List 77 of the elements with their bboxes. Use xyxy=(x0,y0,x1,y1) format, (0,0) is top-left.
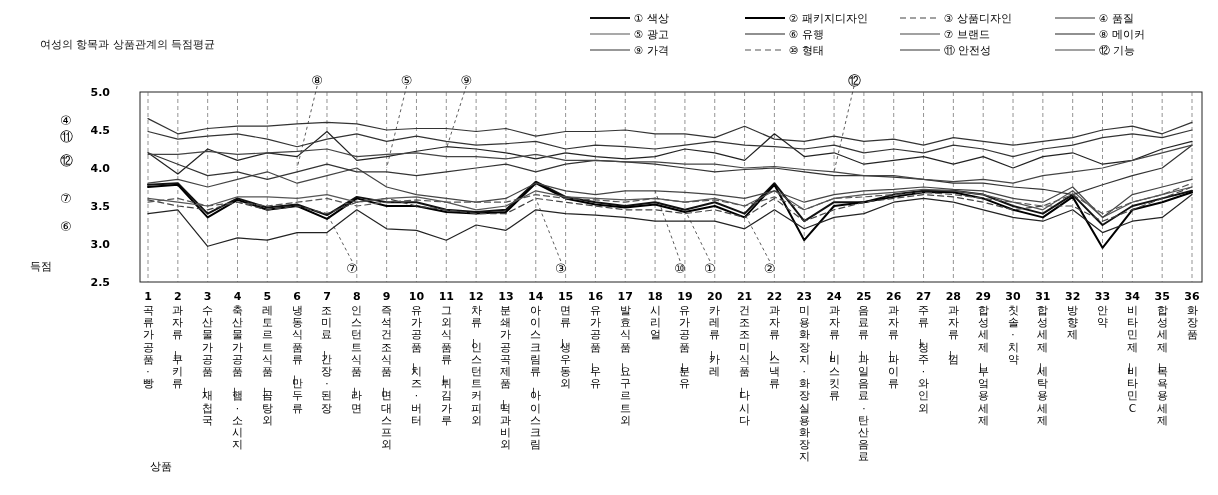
category-label: 31 합성세제—세탁용세제 xyxy=(1035,290,1051,426)
x-tick-label: 33 안약 xyxy=(1094,290,1111,329)
annotation: ② xyxy=(763,260,776,276)
line-series xyxy=(147,182,1193,249)
category-label: 11 그외식품류—튀김가루 xyxy=(438,290,454,426)
legend-label: ⑧ 메이커 xyxy=(1099,27,1145,40)
text: 상품 xyxy=(150,460,172,473)
category-label: 8 인스턴트식품—라면 xyxy=(349,290,363,414)
category-label: 21 건조조미식품—다시다 xyxy=(736,290,753,426)
category-label: 29 합성세제—부엌용세제 xyxy=(975,290,991,426)
x-tick-label: 30 칫솔·치약 xyxy=(1005,290,1022,365)
category-label: 4 축산물가공품—햄·소시지 xyxy=(230,290,243,451)
y-tick-label: 3.5 xyxy=(90,199,110,213)
category-label: 23 미용화장지·화장실용화장지 xyxy=(796,290,812,463)
text: ⑪ xyxy=(60,128,73,144)
x-tick-label: 1 곡류가공품·빵 xyxy=(142,290,154,390)
x-tick-label: 16 유가공품—우유 xyxy=(587,290,604,390)
legend-label: ⑫ 기능 xyxy=(1099,43,1136,56)
chart-title: 여성의 항목과 상품관계의 득점평균 xyxy=(40,38,216,51)
category-label: 9 즉석건조식품—면대스프외 xyxy=(379,290,393,451)
annotation: ⑦ xyxy=(346,260,358,276)
line-series xyxy=(147,180,1193,226)
annotation: ⑩ xyxy=(674,260,686,276)
line-series xyxy=(147,144,1193,184)
x-tick-label: 20 카레류—카레 xyxy=(707,290,723,377)
category-label: 6 냉동식품류—만두류 xyxy=(289,290,303,414)
annotation: ⑨ xyxy=(460,72,473,88)
category-label: 27 주류—청주·와인외 xyxy=(915,290,932,414)
legend-label: ② 패키지디자인 xyxy=(789,11,868,24)
y-tick-label: 5.0 xyxy=(90,85,111,99)
x-tick-label: 15 면류—생우동외 xyxy=(557,290,574,390)
legend-label: ⑪ 안전성 xyxy=(944,43,992,56)
category-label: 35 합성세제—목욕용세제 xyxy=(1154,290,1170,426)
x-tick-label: 18 시리얼 xyxy=(647,290,663,341)
text: ⑦ xyxy=(60,190,72,206)
x-tick-label: 2 과자류—쿠키류 xyxy=(170,290,184,390)
text: ⑫ xyxy=(60,152,73,168)
text: ④ xyxy=(60,112,72,128)
x-tick-label: 26 과자류—파이류 xyxy=(886,290,902,390)
category-label: 10 유가공품—치즈·버터 xyxy=(408,290,425,426)
annotation: ① xyxy=(704,260,716,276)
legend-label: ⑨ 가격 xyxy=(634,43,669,56)
legend-label: ⑥ 유행 xyxy=(789,27,824,40)
category-label: 24 과자류—비스킷류 xyxy=(826,290,842,402)
annotation: ⑫ xyxy=(847,72,861,88)
legend-label: ⑤ 광고 xyxy=(634,27,669,40)
annotation: ③ xyxy=(554,260,567,276)
legend-label: ⑩ 형태 xyxy=(789,43,824,56)
x-tick-label: 22 과자류—스낵류 xyxy=(766,290,783,390)
category-label: 17 발효식품—요구르트외 xyxy=(617,290,633,426)
annotation: ⑧ xyxy=(311,72,323,88)
category-label: 7 조미료—간장·된장 xyxy=(319,290,333,414)
y-tick-label: 2.5 xyxy=(90,275,110,289)
category-label: 3 수산물가공품—재첩국 xyxy=(200,290,214,426)
category-label: 14 아이스크림류—아이스크림 xyxy=(528,290,544,451)
line-series xyxy=(147,194,1193,247)
y-tick-label: 3.0 xyxy=(90,237,111,251)
y-tick-label: 4.5 xyxy=(90,123,110,137)
legend-label: ⑦ 브랜드 xyxy=(944,27,990,40)
line-series xyxy=(147,144,1193,196)
x-tick-label: 36 화장품 xyxy=(1184,290,1200,341)
y-axis-title: 득점 xyxy=(30,260,52,273)
annotation: ⑤ xyxy=(400,72,413,88)
text: ⑥ xyxy=(60,218,72,234)
x-tick-label: 19 유가공품—분유 xyxy=(677,290,693,390)
line-series xyxy=(147,167,1193,218)
category-label: 13 분쇄가공곡제품—떡과비외 xyxy=(498,290,514,451)
category-label: 12 차류—인스턴트커피외 xyxy=(468,290,484,426)
legend-label: ④ 품질 xyxy=(1099,11,1134,24)
category-label: 5 레토르트식품—곰탕외 xyxy=(260,290,273,426)
category-label: 34 비타민제—비타민C xyxy=(1124,290,1140,414)
legend-label: ① 색상 xyxy=(634,11,669,24)
category-label: 25 음료류—과일음료·탄산음료 xyxy=(856,290,872,463)
y-tick-label: 4.0 xyxy=(90,161,111,175)
x-tick-label: 28 과자류—껌 xyxy=(945,290,962,365)
legend-label: ③ 상품디자인 xyxy=(944,11,1012,24)
x-tick-label: 32 방향제 xyxy=(1065,290,1081,341)
